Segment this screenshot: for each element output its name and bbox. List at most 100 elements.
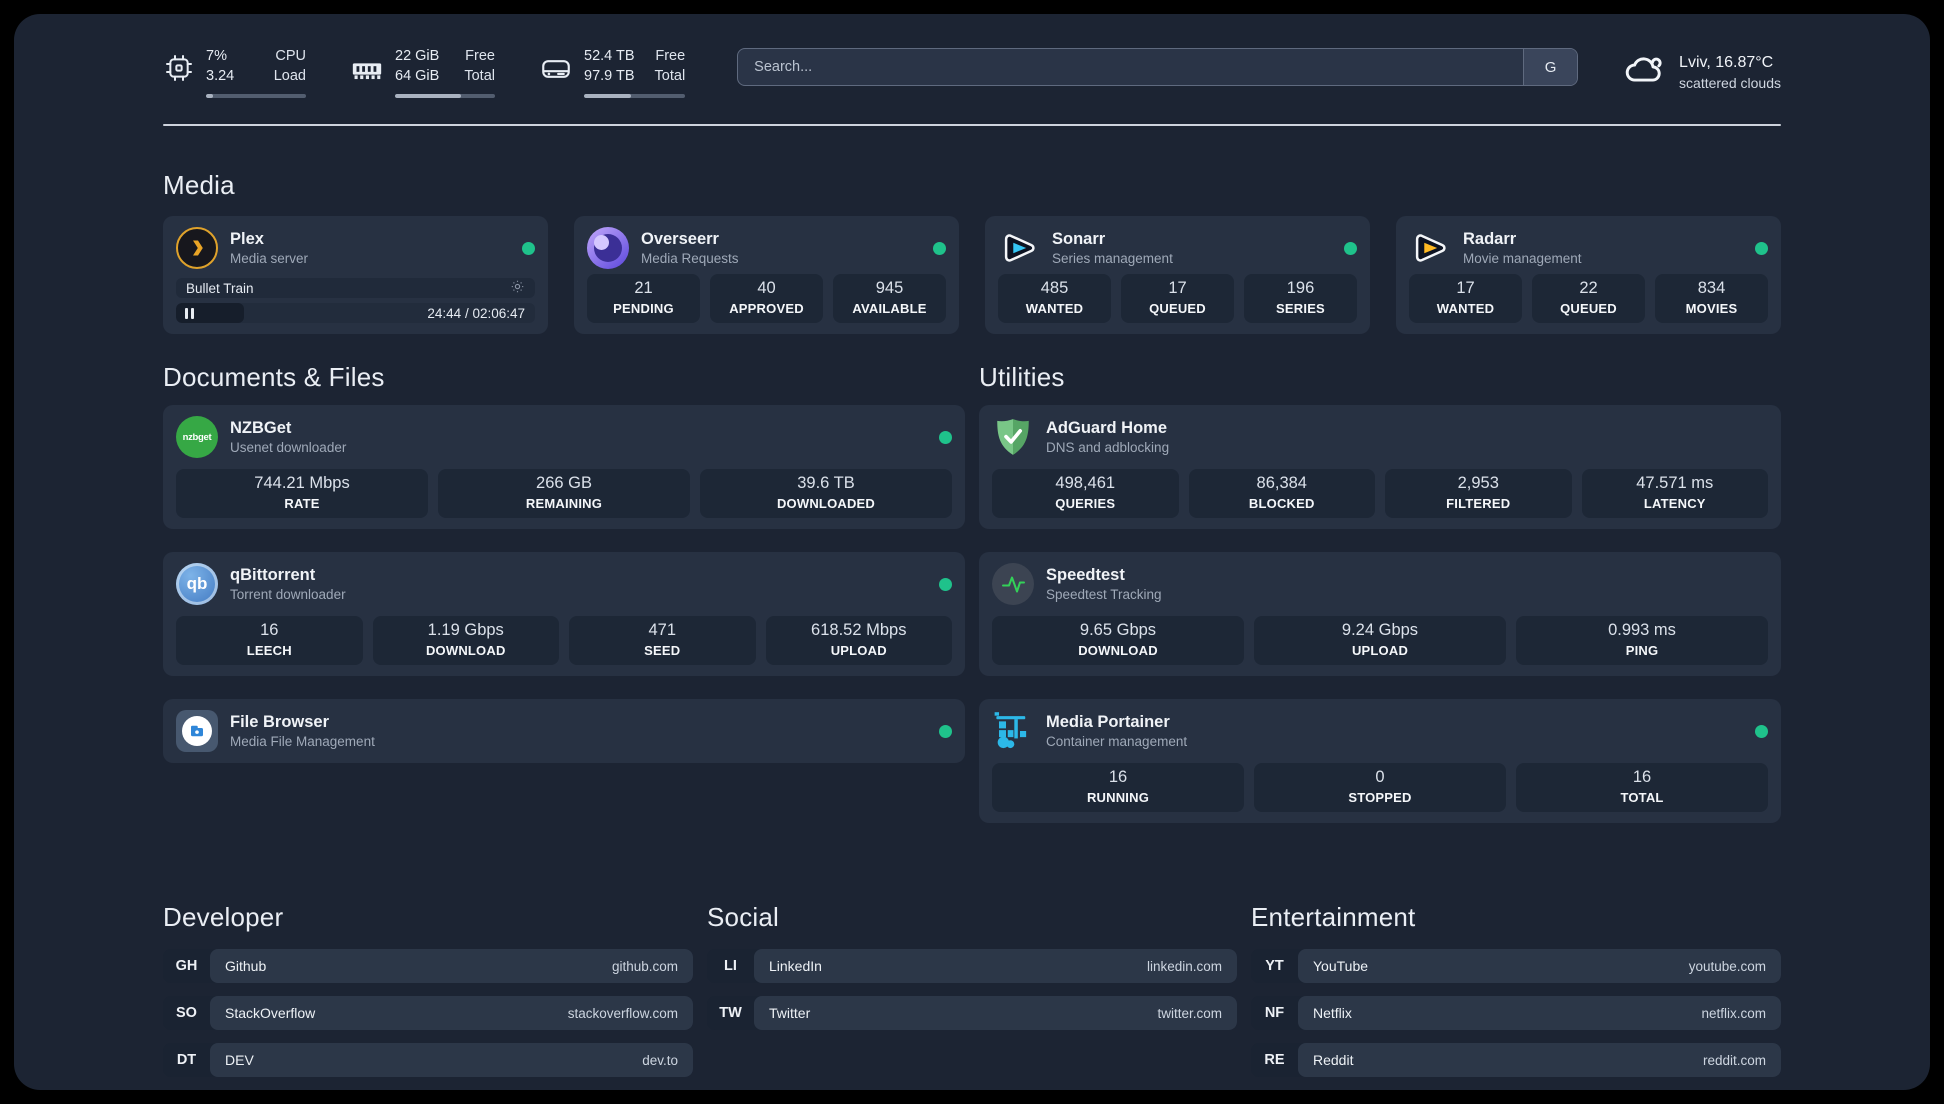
bookmark-link-stackoverflow[interactable]: SO StackOverflow stackoverflow.com xyxy=(163,996,693,1031)
service-card-adguard[interactable]: AdGuard Home DNS and adblocking 498,461 Q… xyxy=(979,405,1781,530)
bookmark-link-github[interactable]: GH Github github.com xyxy=(163,949,693,984)
status-dot xyxy=(522,241,535,255)
disk-total-value: 97.9 TB xyxy=(584,68,635,85)
status-dot xyxy=(939,430,952,444)
system-metrics: 7% 3.24 CPU Load xyxy=(163,46,686,99)
status-dot xyxy=(933,241,946,255)
section-title-media: Media xyxy=(163,170,235,201)
adguard-icon xyxy=(992,416,1034,458)
bookmark-name: DEV xyxy=(225,1052,254,1069)
header-divider xyxy=(163,124,1781,127)
section-title-entertainment: Entertainment xyxy=(1251,902,1416,933)
disk-total-label: Total xyxy=(654,68,686,85)
service-name: qBittorrent xyxy=(230,566,316,585)
stat-tile: 0.993 ms PING xyxy=(1516,616,1768,666)
session-settings-icon[interactable] xyxy=(510,279,525,297)
memory-metric: 22 GiB 64 GiB Free Total xyxy=(350,46,495,99)
cpu-metric: 7% 3.24 CPU Load xyxy=(163,46,306,99)
service-card-qbittorrent[interactable]: qb qBittorrent Torrent downloader 16 LEEC… xyxy=(163,552,965,677)
plex-icon xyxy=(176,227,218,270)
stat-tile: 2,953 FILTERED xyxy=(1385,469,1572,519)
bookmark-url: stackoverflow.com xyxy=(567,1005,678,1021)
bookmark-link-linkedin[interactable]: LI LinkedIn linkedin.com xyxy=(707,949,1237,984)
bookmark-abbr: GH xyxy=(175,958,198,975)
search-bar: G xyxy=(737,48,1579,86)
service-subtitle: Media Requests xyxy=(641,251,739,267)
stat-tile: 266 GB REMAINING xyxy=(438,469,690,519)
weather-widget[interactable]: Lviv, 16.87°C scattered clouds xyxy=(1622,48,1781,97)
bookmark-link-twitter[interactable]: TW Twitter twitter.com xyxy=(707,996,1237,1031)
cpu-load-value: 3.24 xyxy=(206,68,235,85)
bookmark-url: linkedin.com xyxy=(1146,958,1222,974)
search-engine-button[interactable]: G xyxy=(1523,49,1578,85)
cpu-load-label: Load xyxy=(273,68,306,85)
disk-metric: 52.4 TB 97.9 TB Free Total xyxy=(539,46,686,99)
service-name: File Browser xyxy=(230,713,330,732)
bookmark-link-youtube[interactable]: YT YouTube youtube.com xyxy=(1251,949,1781,984)
bookmark-url: youtube.com xyxy=(1688,958,1766,974)
stat-tile: 16 TOTAL xyxy=(1516,763,1768,813)
stat-tile: 0 STOPPED xyxy=(1254,763,1506,813)
bookmark-name: YouTube xyxy=(1313,958,1369,975)
weather-location-temp: Lviv, 16.87°C xyxy=(1679,54,1774,71)
stat-tile: 39.6 TB DOWNLOADED xyxy=(700,469,952,519)
service-card-filebrowser[interactable]: File Browser Media File Management xyxy=(163,699,965,764)
sonarr-icon xyxy=(998,227,1040,269)
stat-tile: 22 QUEUED xyxy=(1532,274,1645,324)
section-title-documents: Documents & Files xyxy=(163,362,385,393)
status-dot xyxy=(1755,724,1768,738)
disk-free-value: 52.4 TB xyxy=(584,48,635,64)
now-playing-title-row: Bullet Train xyxy=(176,278,535,299)
stat-tile: 86,384 BLOCKED xyxy=(1188,469,1375,519)
service-card-nzbget[interactable]: nzbget NZBGet Usenet downloader 744.21 M… xyxy=(163,405,965,530)
bookmark-name: StackOverflow xyxy=(225,1005,316,1022)
stat-tile: 40 APPROVED xyxy=(710,274,823,324)
service-subtitle: Media File Management xyxy=(230,734,375,750)
service-name: Sonarr xyxy=(1052,230,1106,249)
cpu-icon xyxy=(163,52,195,98)
bookmark-url: reddit.com xyxy=(1702,1052,1766,1068)
bookmark-name: LinkedIn xyxy=(769,958,822,975)
service-card-plex[interactable]: Plex Media server Bullet Train 24:44 / 0… xyxy=(163,216,548,335)
service-card-overseerr[interactable]: Overseerr Media Requests 21 PENDING 40 APP… xyxy=(574,216,959,335)
stat-tile: 1.19 Gbps DOWNLOAD xyxy=(372,616,559,666)
service-card-portainer[interactable]: Media Portainer Container management 16 R… xyxy=(979,699,1781,824)
bookmark-link-dev[interactable]: DT DEV dev.to xyxy=(163,1043,693,1078)
disk-free-label: Free xyxy=(655,48,686,64)
filebrowser-icon xyxy=(176,710,218,753)
search-input[interactable] xyxy=(738,49,1524,85)
nzbget-icon: nzbget xyxy=(176,416,218,459)
service-subtitle: Speedtest Tracking xyxy=(1046,587,1162,603)
pause-icon xyxy=(185,307,194,319)
bookmark-abbr: DT xyxy=(176,1052,197,1069)
status-dot xyxy=(939,724,952,738)
ram-free-value: 22 GiB xyxy=(395,48,440,64)
bookmark-abbr: NF xyxy=(1264,1005,1285,1022)
bookmark-abbr: RE xyxy=(1264,1052,1285,1069)
service-subtitle: DNS and adblocking xyxy=(1046,440,1170,456)
disk-icon xyxy=(539,52,573,98)
service-subtitle: Usenet downloader xyxy=(230,440,347,456)
bookmark-url: twitter.com xyxy=(1157,1005,1222,1021)
bookmark-abbr: TW xyxy=(719,1005,742,1022)
service-name: Overseerr xyxy=(641,230,719,249)
service-name: Media Portainer xyxy=(1046,713,1170,732)
status-dot xyxy=(939,577,952,591)
service-subtitle: Media server xyxy=(230,251,309,267)
service-card-radarr[interactable]: Radarr Movie management 17 WANTED 22 QUEUE… xyxy=(1396,216,1781,335)
now-playing-progress-bar[interactable]: 24:44 / 02:06:47 xyxy=(176,303,535,324)
bookmark-url: netflix.com xyxy=(1701,1005,1766,1021)
service-name: Speedtest xyxy=(1046,566,1125,585)
stat-tile: 498,461 QUERIES xyxy=(992,469,1179,519)
service-card-sonarr[interactable]: Sonarr Series management 485 WANTED 17 QUE… xyxy=(985,216,1370,335)
stat-tile: 17 QUEUED xyxy=(1121,274,1234,324)
stat-tile: 618.52 Mbps UPLOAD xyxy=(765,616,952,666)
service-card-speedtest[interactable]: Speedtest Speedtest Tracking 9.65 Gbps DO… xyxy=(979,552,1781,677)
disk-progress-bar xyxy=(584,93,686,99)
bookmark-link-netflix[interactable]: NF Netflix netflix.com xyxy=(1251,996,1781,1031)
stat-tile: 9.24 Gbps UPLOAD xyxy=(1254,616,1506,666)
bookmark-url: github.com xyxy=(611,958,678,974)
service-name: Radarr xyxy=(1463,230,1517,249)
bookmark-link-reddit[interactable]: RE Reddit reddit.com xyxy=(1251,1043,1781,1078)
service-subtitle: Container management xyxy=(1046,734,1188,750)
